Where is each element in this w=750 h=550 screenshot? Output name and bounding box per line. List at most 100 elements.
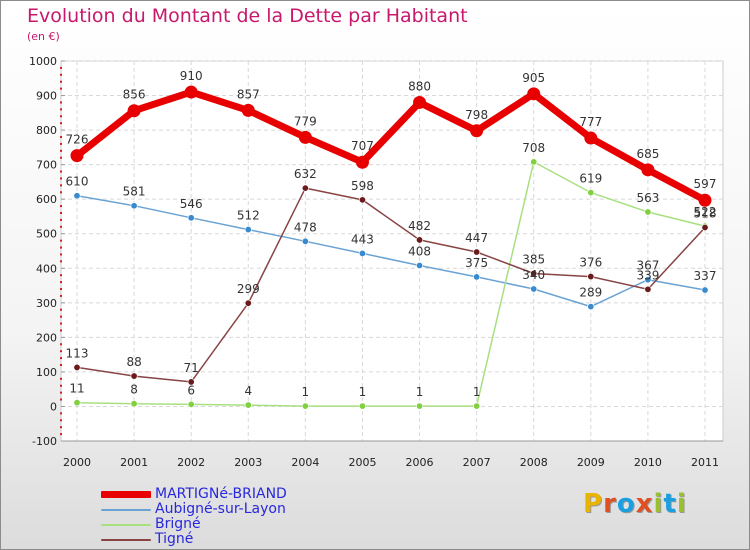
legend-swatch xyxy=(101,509,151,511)
data-label: 408 xyxy=(408,245,431,259)
series-point xyxy=(184,85,198,99)
data-label: 518 xyxy=(694,207,717,221)
data-label: 4 xyxy=(244,384,252,398)
y-tick-label: 900 xyxy=(36,90,57,103)
series-line-0 xyxy=(73,88,709,204)
y-minor-tick xyxy=(60,253,62,256)
y-minor-tick xyxy=(60,115,62,118)
x-tick-label: 2004 xyxy=(291,456,319,469)
series-point xyxy=(187,400,195,408)
data-label: 1 xyxy=(473,385,481,399)
series-point xyxy=(416,402,424,410)
y-minor-tick xyxy=(60,281,62,284)
data-label: 385 xyxy=(522,252,545,266)
data-label: 632 xyxy=(294,167,317,181)
data-label: 856 xyxy=(123,88,146,102)
y-minor-tick xyxy=(60,308,62,311)
data-label: 598 xyxy=(351,179,374,193)
legend-swatch xyxy=(101,539,151,541)
data-label: 581 xyxy=(123,185,146,199)
y-minor-tick xyxy=(60,419,62,422)
series-point xyxy=(187,214,195,222)
legend-swatch xyxy=(101,524,151,526)
series-point xyxy=(187,378,195,386)
series-point xyxy=(358,249,366,257)
data-label: 708 xyxy=(522,141,545,155)
chart-legend: MARTIGNé-BRIAND Aubigné-sur-Layon Brigné Ti… xyxy=(101,487,361,547)
legend-label: Tigné xyxy=(155,531,194,547)
data-label: 71 xyxy=(184,361,199,375)
legend-item: Brigné xyxy=(101,517,361,532)
series-point xyxy=(73,363,81,371)
y-minor-tick xyxy=(60,142,62,145)
series-line-2 xyxy=(76,161,706,407)
y-minor-tick xyxy=(60,322,62,325)
series-line-1 xyxy=(76,194,706,308)
y-minor-tick xyxy=(60,218,62,221)
data-label: 289 xyxy=(579,286,602,300)
y-minor-tick xyxy=(60,260,62,263)
series-point xyxy=(584,131,598,145)
y-minor-tick xyxy=(60,412,62,415)
y-minor-tick xyxy=(60,136,62,138)
data-label: 337 xyxy=(694,269,717,283)
data-label: 339 xyxy=(636,268,659,282)
series-point xyxy=(244,401,252,409)
y-minor-tick xyxy=(60,433,62,436)
y-minor-tick xyxy=(60,384,62,387)
data-label: 798 xyxy=(465,108,488,122)
y-tick-label: 800 xyxy=(36,124,57,137)
legend-swatch xyxy=(101,491,151,498)
data-label: 443 xyxy=(351,232,374,246)
data-label: 777 xyxy=(579,115,602,129)
x-tick-label: 2007 xyxy=(463,456,491,469)
series-point xyxy=(130,372,138,380)
series-point xyxy=(530,269,538,277)
y-minor-tick xyxy=(60,329,62,332)
y-minor-tick xyxy=(60,108,62,111)
x-tick-label: 2002 xyxy=(177,456,205,469)
y-minor-tick xyxy=(60,357,62,360)
legend-label: MARTIGNé-BRIAND xyxy=(155,486,287,502)
data-label: 113 xyxy=(66,346,89,360)
series-point xyxy=(470,124,484,138)
data-label: 857 xyxy=(237,87,260,101)
series-point xyxy=(130,400,138,408)
data-label: 376 xyxy=(579,256,602,270)
series-point xyxy=(473,248,481,256)
series-point xyxy=(244,299,252,307)
x-tick-label: 2010 xyxy=(634,456,662,469)
y-tick-label: 200 xyxy=(36,331,57,344)
legend-label: Aubigné-sur-Layon xyxy=(155,501,286,517)
y-minor-tick xyxy=(60,205,62,208)
series-point xyxy=(355,155,369,169)
series-point xyxy=(587,303,595,311)
series-point xyxy=(530,285,538,293)
series-point xyxy=(473,273,481,281)
legend-item: Tigné xyxy=(101,532,361,547)
y-minor-tick xyxy=(60,274,62,277)
data-label: 707 xyxy=(351,139,374,153)
series-point xyxy=(527,87,541,101)
y-minor-tick xyxy=(60,170,62,173)
y-minor-tick xyxy=(60,398,62,401)
data-label: 367 xyxy=(636,259,659,273)
data-label: 1 xyxy=(359,385,367,399)
y-minor-tick xyxy=(60,377,62,380)
y-minor-tick xyxy=(60,212,62,214)
y-minor-tick xyxy=(60,149,62,152)
data-label: 447 xyxy=(465,231,488,245)
y-tick-label: 300 xyxy=(36,297,57,310)
y-minor-tick xyxy=(60,315,62,318)
data-label: 375 xyxy=(465,256,488,270)
x-tick-label: 2009 xyxy=(577,456,605,469)
y-minor-tick xyxy=(60,343,62,346)
y-tick-label: 0 xyxy=(50,400,57,413)
series-point xyxy=(416,262,424,270)
series-point xyxy=(416,236,424,244)
y-minor-tick xyxy=(60,364,62,366)
data-label: 880 xyxy=(408,79,431,93)
data-label: 546 xyxy=(180,197,203,211)
